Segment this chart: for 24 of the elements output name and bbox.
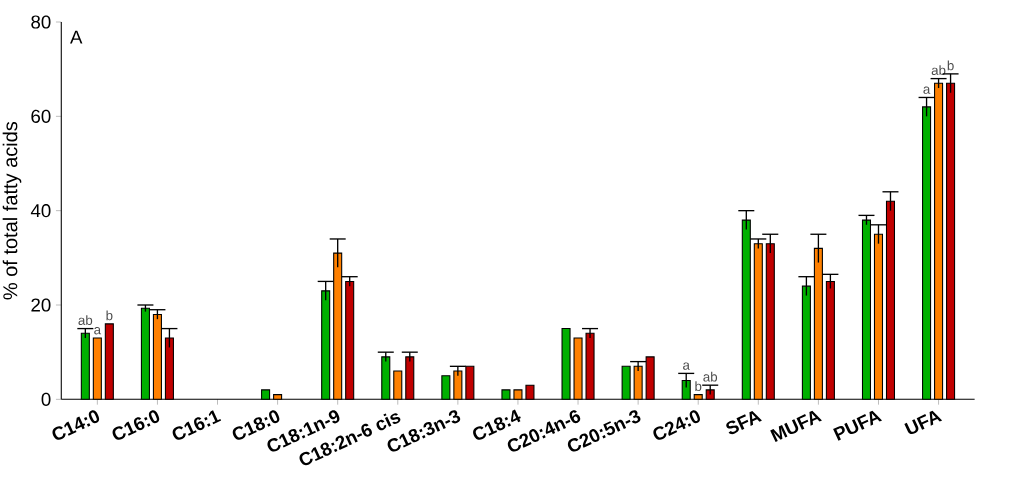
data-label: a	[923, 86, 931, 94]
data-label: a	[683, 362, 690, 370]
x-tick-label: UFA	[904, 410, 943, 435]
y-tick-label: 60	[31, 109, 51, 123]
x-tick-label: MUFA	[770, 410, 822, 443]
x-tick-label: C16:1	[172, 410, 222, 440]
x-tick-label: C16:0	[112, 410, 160, 440]
data-label: b	[106, 310, 113, 321]
data-label: a	[94, 327, 102, 335]
y-tick-label: 20	[31, 298, 51, 312]
data-label: ab	[703, 371, 718, 382]
data-label: ab	[78, 315, 93, 325]
y-tick-label: 0	[41, 392, 51, 406]
x-tick-label: PUFA	[833, 410, 883, 441]
y-axis-title: % of total fatty acids	[2, 121, 22, 300]
data-label: ab	[931, 65, 946, 75]
x-tick-label: SFA	[726, 410, 762, 435]
annotation: A	[70, 30, 83, 44]
x-tick-label: C24:0	[653, 410, 701, 440]
data-label: b	[947, 60, 954, 71]
y-tick-label: 40	[30, 204, 51, 218]
y-tick-label: 80	[31, 15, 51, 29]
data-label: b	[695, 381, 702, 392]
x-tick-label: C14:0	[52, 410, 100, 440]
